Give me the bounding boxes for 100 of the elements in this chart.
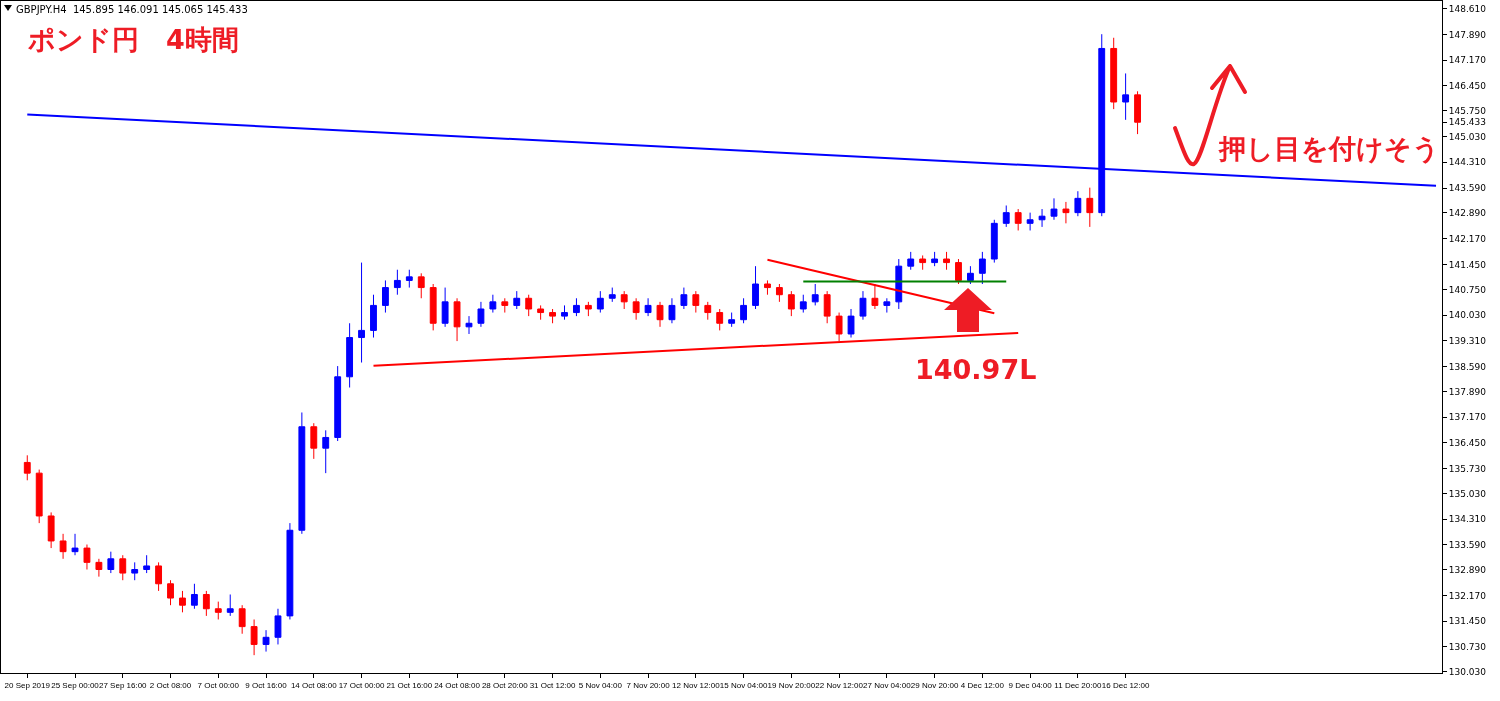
y-tick-label: 137.890 bbox=[1448, 386, 1487, 397]
annotation: 押し目を付けそう bbox=[1218, 133, 1440, 164]
candlestick bbox=[847, 308, 855, 339]
y-tick-label: 147.890 bbox=[1448, 29, 1487, 40]
candlestick bbox=[489, 294, 497, 314]
candlestick bbox=[1062, 201, 1070, 224]
candlestick bbox=[334, 365, 342, 442]
candlestick bbox=[107, 551, 115, 574]
x-tick-label: 31 Oct 12:00 bbox=[529, 680, 577, 690]
candlestick bbox=[226, 593, 234, 617]
y-tick-label: 139.310 bbox=[1448, 335, 1487, 346]
candlestick bbox=[250, 618, 258, 656]
x-tick-label: 9 Dec 04:00 bbox=[1008, 680, 1053, 690]
candlestick bbox=[47, 511, 55, 549]
candlestick bbox=[167, 579, 174, 606]
candlestick bbox=[787, 290, 795, 317]
candlestick bbox=[1002, 204, 1010, 228]
candlestick bbox=[71, 533, 79, 556]
candlestick bbox=[441, 287, 449, 328]
y-tick-label: 132.890 bbox=[1448, 565, 1487, 576]
candlestick bbox=[1110, 37, 1118, 110]
y-tick-label: 132.170 bbox=[1448, 590, 1487, 601]
candlestick bbox=[978, 251, 986, 285]
x-tick-label: 7 Oct 00:00 bbox=[197, 680, 240, 690]
candlestick bbox=[740, 297, 748, 324]
candlestick bbox=[799, 294, 807, 314]
candlestick bbox=[728, 312, 736, 328]
x-tick-label: 15 Nov 04:00 bbox=[719, 680, 768, 690]
candlestick bbox=[358, 262, 365, 364]
candlestick bbox=[370, 294, 377, 339]
x-tick-label: 4 Dec 12:00 bbox=[960, 680, 1005, 690]
y-tick-label: 130.730 bbox=[1448, 642, 1487, 653]
candlestick bbox=[274, 608, 282, 645]
candlestick bbox=[238, 604, 246, 635]
y-tick-label: 140.030 bbox=[1448, 310, 1487, 321]
candlestick bbox=[573, 297, 580, 317]
candlestick bbox=[596, 290, 604, 314]
candlestick bbox=[680, 287, 688, 310]
y-tick-label: 131.450 bbox=[1448, 616, 1487, 627]
candlestick bbox=[190, 583, 198, 610]
candlestick bbox=[1026, 212, 1034, 231]
candlestick bbox=[549, 308, 556, 324]
candlestick bbox=[644, 297, 652, 317]
candlestick bbox=[322, 429, 330, 474]
candlestick bbox=[453, 297, 461, 342]
candlestick bbox=[990, 219, 998, 264]
candlestick bbox=[692, 290, 700, 314]
x-tick-label: 22 Nov 12:00 bbox=[815, 680, 864, 690]
candlestick bbox=[59, 533, 67, 560]
y-tick-label: 144.310 bbox=[1448, 157, 1487, 168]
candlestick bbox=[298, 411, 306, 535]
y-tick-label: 135.030 bbox=[1448, 488, 1487, 499]
y-tick-label: 145.030 bbox=[1448, 131, 1487, 142]
candlestick bbox=[752, 265, 759, 310]
candlestick bbox=[931, 251, 939, 267]
candlestick bbox=[561, 304, 568, 321]
candlestick bbox=[919, 254, 927, 271]
candlestick bbox=[155, 561, 163, 592]
x-tick-label: 24 Oct 08:00 bbox=[434, 680, 481, 690]
candlestick bbox=[131, 561, 139, 581]
y-tick-label: 142.170 bbox=[1448, 233, 1487, 244]
candlestick bbox=[704, 301, 712, 321]
x-tick-label: 29 Nov 20:00 bbox=[910, 680, 959, 690]
x-tick-label: 12 Nov 12:00 bbox=[672, 680, 721, 690]
candlestick bbox=[214, 601, 222, 620]
x-tick-label: 21 Oct 16:00 bbox=[386, 680, 433, 690]
candlestick bbox=[1050, 197, 1058, 221]
candlestick bbox=[967, 265, 974, 285]
candlestick bbox=[286, 522, 294, 620]
candlestick bbox=[823, 290, 831, 324]
candlestick bbox=[35, 469, 43, 524]
candlestick bbox=[943, 251, 950, 271]
y-tick-label: 133.590 bbox=[1448, 540, 1487, 551]
candlestick bbox=[1122, 72, 1130, 121]
candlestick bbox=[1038, 208, 1046, 228]
y-tick-label: 136.450 bbox=[1448, 437, 1487, 448]
y-tick-label: 137.170 bbox=[1448, 412, 1487, 423]
x-tick-label: 9 Oct 16:00 bbox=[245, 680, 288, 690]
annotation: 140.97L bbox=[915, 354, 1037, 385]
y-tick-label: 138.590 bbox=[1448, 361, 1487, 372]
x-tick-label: 27 Nov 04:00 bbox=[863, 680, 912, 690]
y-tick-label: 140.750 bbox=[1448, 284, 1487, 295]
candlestick bbox=[716, 308, 724, 331]
candlestick bbox=[584, 301, 592, 317]
candlestick bbox=[1134, 90, 1141, 135]
x-tick-label: 20 Sep 2019 bbox=[4, 680, 51, 690]
candlestick bbox=[1074, 190, 1082, 217]
x-tick-label: 2 Oct 08:00 bbox=[149, 680, 192, 690]
x-tick-label: 27 Sep 16:00 bbox=[98, 680, 148, 690]
y-tick-label: 145.433 bbox=[1448, 117, 1487, 128]
y-tick-label: 134.310 bbox=[1448, 514, 1487, 525]
x-tick-label: 16 Dec 12:00 bbox=[1101, 680, 1150, 690]
candlestick bbox=[871, 283, 879, 310]
y-tick-label: 146.450 bbox=[1448, 81, 1487, 92]
chart-subtitle: GBPJPY.H4 145.895 146.091 145.065 145.433 bbox=[16, 4, 248, 15]
candlestick bbox=[608, 287, 616, 303]
y-tick-label: 141.450 bbox=[1448, 259, 1487, 270]
candlestick bbox=[1086, 187, 1094, 228]
candlestick bbox=[143, 554, 151, 574]
candlestick bbox=[883, 297, 891, 314]
